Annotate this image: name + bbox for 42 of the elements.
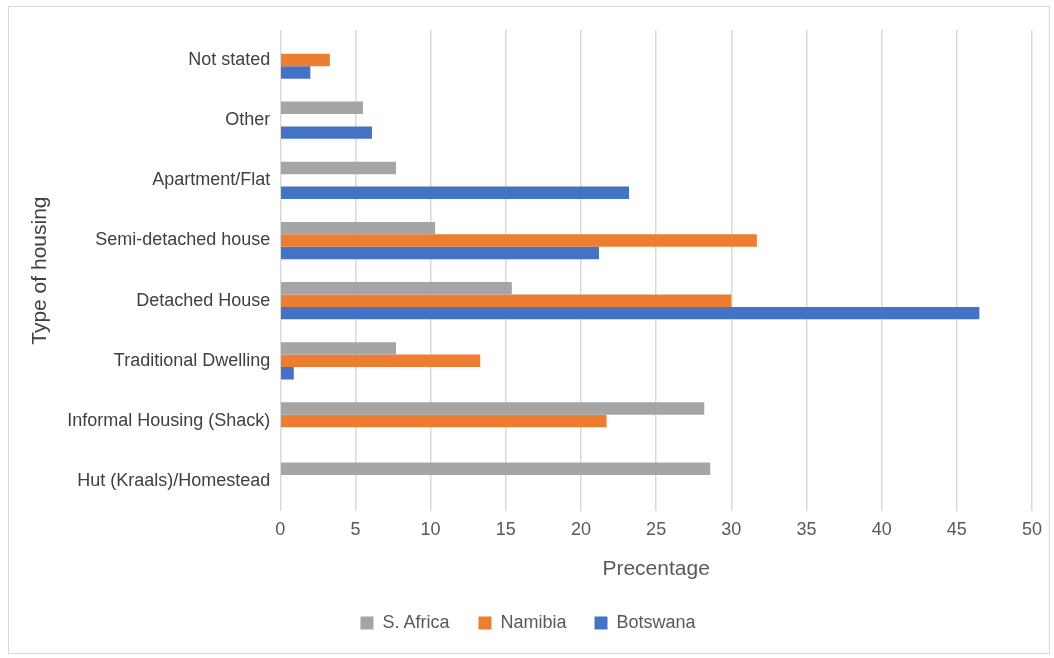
y-tick-label: Detached House	[136, 289, 271, 310]
bar	[281, 306, 980, 320]
bar	[281, 414, 607, 428]
bar	[281, 282, 512, 295]
bar	[281, 367, 294, 380]
bar	[281, 342, 397, 355]
bar	[281, 126, 372, 139]
bar	[281, 462, 711, 475]
bar	[281, 161, 397, 175]
y-tick-label: Not stated	[188, 49, 271, 70]
bar	[281, 234, 757, 247]
x-tick-label: 35	[796, 518, 817, 539]
y-tick-label: Apartment/Flat	[152, 169, 271, 190]
x-tick-label: 5	[350, 518, 361, 539]
bar	[281, 66, 311, 79]
bar	[281, 53, 330, 67]
y-tick-label: Other	[225, 109, 271, 130]
x-tick-label: 45	[946, 518, 967, 539]
y-tick-label: Traditional Dwelling	[113, 349, 271, 370]
x-tick-label: 30	[721, 518, 742, 539]
legend-label: Botswana	[616, 611, 697, 632]
y-tick-label: Informal Housing (Shack)	[67, 409, 271, 430]
bar	[281, 354, 481, 368]
bar	[281, 246, 600, 260]
x-tick-label: 10	[420, 518, 441, 539]
bar	[281, 186, 630, 200]
y-axis-title: Type of housing	[27, 196, 51, 345]
x-tick-label: 20	[570, 518, 591, 539]
x-tick-label: 40	[871, 518, 892, 539]
x-tick-label: 25	[646, 518, 667, 539]
x-axis-title: Precentage	[602, 556, 710, 580]
x-tick-label: 50	[1021, 518, 1043, 539]
bar	[281, 402, 705, 415]
y-tick-label: Hut (Kraals)/Homestead	[77, 470, 271, 491]
bar	[281, 294, 732, 307]
x-tick-label: 15	[495, 518, 516, 539]
bar	[281, 101, 363, 115]
bar	[281, 221, 436, 235]
legend-label: Namibia	[500, 611, 568, 632]
y-tick-label: Semi-detached house	[95, 229, 271, 250]
x-tick-label: 0	[275, 518, 286, 539]
legend-label: S. Africa	[382, 611, 451, 632]
